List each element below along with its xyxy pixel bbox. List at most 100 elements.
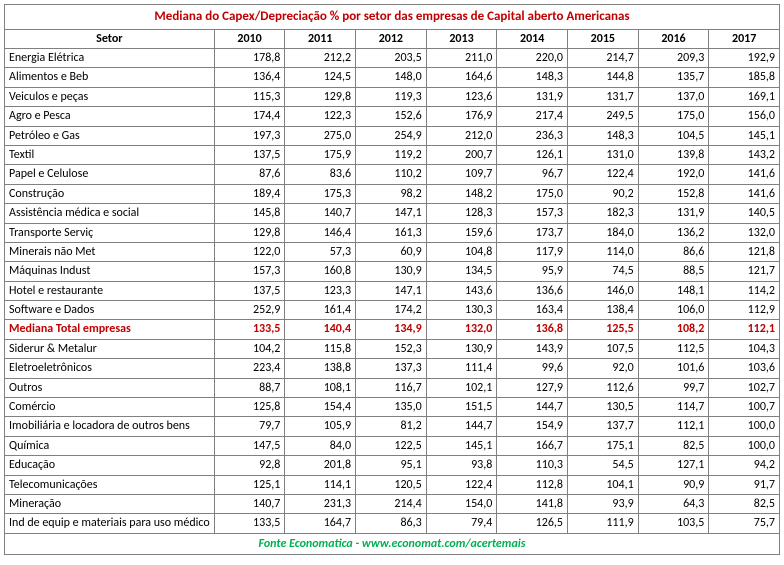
value-cell: 145,1 xyxy=(426,436,497,455)
value-cell: 111,4 xyxy=(426,359,497,378)
sector-cell: Minerais não Met xyxy=(5,242,215,261)
value-cell: 82,5 xyxy=(709,494,780,513)
sector-cell: Mineração xyxy=(5,494,215,513)
value-cell: 119,3 xyxy=(356,87,427,106)
value-cell: 101,6 xyxy=(638,359,709,378)
sector-cell: Mediana Total empresas xyxy=(5,320,215,339)
value-cell: 131,9 xyxy=(497,87,568,106)
value-cell: 141,8 xyxy=(497,494,568,513)
value-cell: 117,9 xyxy=(497,242,568,261)
value-cell: 164,6 xyxy=(426,68,497,87)
table-container: Mediana do Capex/Depreciação % por setor… xyxy=(4,4,780,555)
header-sector: Setor xyxy=(5,29,215,48)
header-2014: 2014 xyxy=(497,29,568,48)
value-cell: 57,3 xyxy=(285,242,356,261)
value-cell: 192,0 xyxy=(638,165,709,184)
value-cell: 86,6 xyxy=(638,242,709,261)
value-cell: 123,6 xyxy=(426,87,497,106)
value-cell: 90,9 xyxy=(638,475,709,494)
sector-cell: Transporte Serviç xyxy=(5,223,215,242)
value-cell: 147,1 xyxy=(356,281,427,300)
value-cell: 99,6 xyxy=(497,359,568,378)
value-cell: 114,2 xyxy=(709,281,780,300)
sector-cell: Química xyxy=(5,436,215,455)
value-cell: 98,2 xyxy=(356,184,427,203)
value-cell: 148,1 xyxy=(638,281,709,300)
value-cell: 134,9 xyxy=(356,320,427,339)
value-cell: 74,5 xyxy=(568,262,639,281)
value-cell: 134,5 xyxy=(426,262,497,281)
value-cell: 184,0 xyxy=(568,223,639,242)
value-cell: 125,8 xyxy=(214,398,285,417)
value-cell: 131,9 xyxy=(638,204,709,223)
value-cell: 147,5 xyxy=(214,436,285,455)
table-row: Papel e Celulose87,683,6110,2109,796,712… xyxy=(5,165,780,184)
value-cell: 81,2 xyxy=(356,417,427,436)
table-row: Comércio125,8154,4135,0151,5144,7130,511… xyxy=(5,398,780,417)
value-cell: 137,5 xyxy=(214,145,285,164)
sector-cell: Telecomunicações xyxy=(5,475,215,494)
value-cell: 201,8 xyxy=(285,456,356,475)
value-cell: 154,9 xyxy=(497,417,568,436)
value-cell: 103,5 xyxy=(638,514,709,533)
value-cell: 96,7 xyxy=(497,165,568,184)
sector-cell: Energia Elétrica xyxy=(5,48,215,67)
value-cell: 140,7 xyxy=(214,494,285,513)
value-cell: 157,3 xyxy=(214,262,285,281)
table-row: Ind de equip e materiais para uso médico… xyxy=(5,514,780,533)
table-title: Mediana do Capex/Depreciação % por setor… xyxy=(5,5,780,30)
header-2016: 2016 xyxy=(638,29,709,48)
value-cell: 148,2 xyxy=(426,184,497,203)
table-row: Siderur & Metalur104,2115,8152,3130,9143… xyxy=(5,339,780,358)
value-cell: 182,3 xyxy=(568,204,639,223)
value-cell: 107,5 xyxy=(568,339,639,358)
value-cell: 143,2 xyxy=(709,145,780,164)
value-cell: 254,9 xyxy=(356,126,427,145)
value-cell: 108,2 xyxy=(638,320,709,339)
value-cell: 60,9 xyxy=(356,242,427,261)
value-cell: 126,5 xyxy=(497,514,568,533)
value-cell: 133,5 xyxy=(214,514,285,533)
value-cell: 175,3 xyxy=(285,184,356,203)
capex-table: Mediana do Capex/Depreciação % por setor… xyxy=(4,4,780,555)
value-cell: 114,1 xyxy=(285,475,356,494)
title-row: Mediana do Capex/Depreciação % por setor… xyxy=(5,5,780,30)
value-cell: 141,6 xyxy=(709,165,780,184)
value-cell: 83,6 xyxy=(285,165,356,184)
value-cell: 132,0 xyxy=(426,320,497,339)
value-cell: 145,8 xyxy=(214,204,285,223)
source-text: Fonte Economatica - www.economat.com/ace… xyxy=(5,533,780,554)
value-cell: 160,8 xyxy=(285,262,356,281)
value-cell: 161,3 xyxy=(356,223,427,242)
value-cell: 157,3 xyxy=(497,204,568,223)
value-cell: 152,3 xyxy=(356,339,427,358)
value-cell: 110,3 xyxy=(497,456,568,475)
value-cell: 252,9 xyxy=(214,301,285,320)
table-body: Energia Elétrica178,8212,2203,5211,0220,… xyxy=(5,48,780,533)
sector-cell: Imobiliária e locadora de outros bens xyxy=(5,417,215,436)
value-cell: 144,8 xyxy=(568,68,639,87)
table-row: Construção189,4175,398,2148,2175,090,215… xyxy=(5,184,780,203)
table-row: Textil137,5175,9119,2200,7126,1131,0139,… xyxy=(5,145,780,164)
value-cell: 95,1 xyxy=(356,456,427,475)
value-cell: 122,4 xyxy=(426,475,497,494)
value-cell: 137,5 xyxy=(214,281,285,300)
value-cell: 123,3 xyxy=(285,281,356,300)
value-cell: 112,6 xyxy=(568,378,639,397)
value-cell: 122,4 xyxy=(568,165,639,184)
value-cell: 217,4 xyxy=(497,107,568,126)
value-cell: 159,6 xyxy=(426,223,497,242)
value-cell: 105,9 xyxy=(285,417,356,436)
table-row: Agro e Pesca174,4122,3152,6176,9217,4249… xyxy=(5,107,780,126)
value-cell: 130,9 xyxy=(356,262,427,281)
table-row: Outros88,7108,1116,7102,1127,9112,699,71… xyxy=(5,378,780,397)
value-cell: 156,0 xyxy=(709,107,780,126)
value-cell: 175,0 xyxy=(497,184,568,203)
value-cell: 122,3 xyxy=(285,107,356,126)
value-cell: 92,0 xyxy=(568,359,639,378)
value-cell: 143,6 xyxy=(426,281,497,300)
value-cell: 152,8 xyxy=(638,184,709,203)
table-row: Software e Dados252,9161,4174,2130,3163,… xyxy=(5,301,780,320)
value-cell: 200,7 xyxy=(426,145,497,164)
value-cell: 178,8 xyxy=(214,48,285,67)
